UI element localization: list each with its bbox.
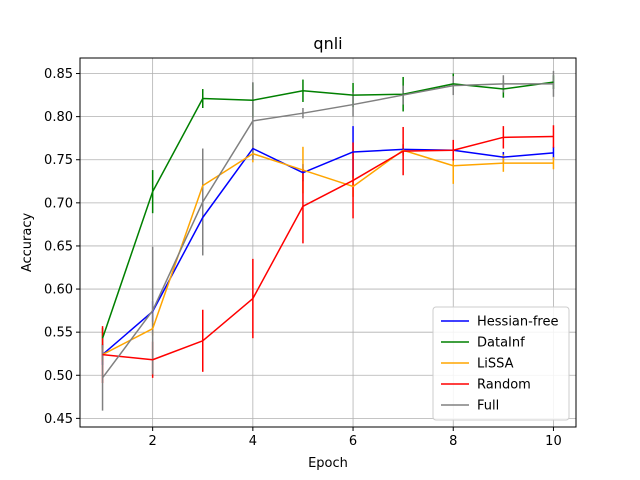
y-tick-label: 0.65 [44,239,73,254]
series-line-random [102,135,554,361]
x-tick-label: 4 [249,434,257,449]
series-line-full [101,83,554,379]
y-tick-label: 0.85 [44,67,73,82]
x-tick-label: 10 [545,434,562,449]
y-tick-label: 0.60 [44,283,73,298]
legend: Hessian-free DataInf LiSSA Random Full [432,306,570,421]
legend-box [432,306,570,421]
series-lines [101,81,554,379]
legend-label-datainf: DataInf [477,336,525,351]
y-axis-label: Accuracy [20,213,35,273]
x-axis-label: Epoch [308,456,348,471]
series-line-hessian-free [102,147,554,356]
legend-label-random: Random [477,378,531,393]
y-tick-label: 0.45 [44,412,73,427]
series-line-datainf [101,81,554,339]
x-tick-label: 8 [449,434,457,449]
x-tick-label: 6 [349,434,357,449]
ticks: 2 4 6 8 10 0.45 0.50 0.55 0.60 0.65 0.70 0.75 0.80 0.… [44,67,562,449]
y-tick-label: 0.80 [44,110,73,125]
plot-frame [79,57,577,428]
legend-label-full: Full [477,399,499,414]
legend-label-hessian-free: Hessian-free [477,315,558,330]
legend-label-lissa: LiSSA [477,357,514,372]
chart-title: qnli [313,34,342,53]
x-tick-label: 2 [149,434,157,449]
y-tick-label: 0.70 [44,196,73,211]
y-tick-label: 0.55 [44,326,73,341]
y-tick-label: 0.50 [44,369,73,384]
y-tick-label: 0.75 [44,153,73,168]
